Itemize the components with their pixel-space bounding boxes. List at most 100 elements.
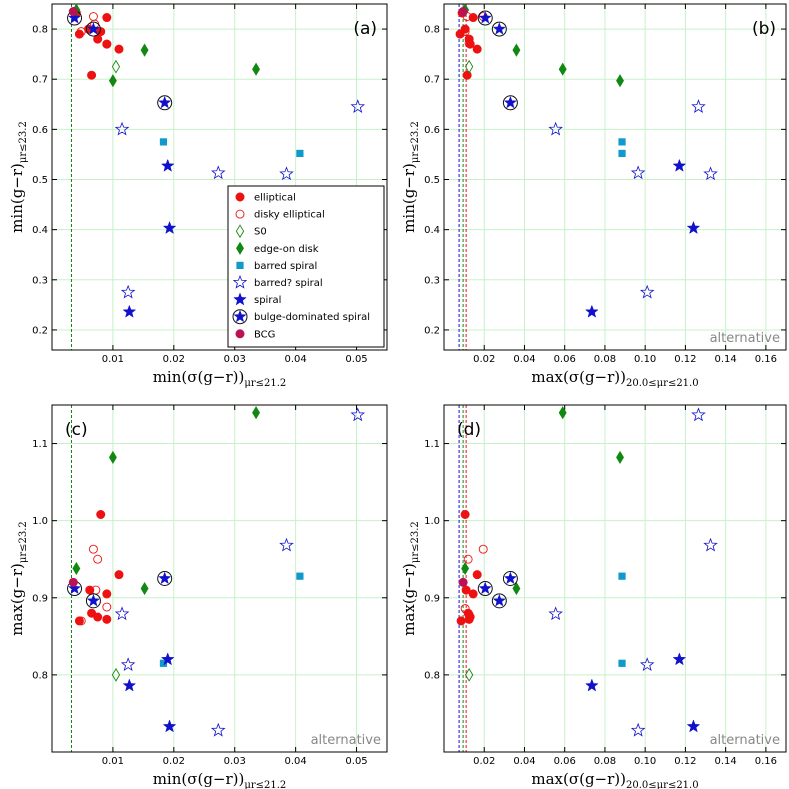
data-point-edge-on-disk: [558, 406, 567, 420]
y-tick-label: 0.3: [424, 275, 440, 286]
panel-label: (d): [457, 420, 481, 440]
y-tick-label: 1.0: [424, 516, 440, 527]
data-point-elliptical: [102, 614, 112, 624]
data-point-barred-spiral: [618, 138, 626, 146]
data-point-disky-elliptical: [460, 27, 470, 37]
legend-label: disky elliptical: [254, 210, 325, 221]
data-point-disky-elliptical: [76, 27, 86, 37]
data-point-spiral: [686, 719, 701, 733]
panel-c: 0.01 0.02 0.03 0.04 0.05 0.8 0.9 1.0 1.1 (c) alter…: [8, 404, 388, 789]
x-tick-label: 0.16: [755, 354, 777, 365]
data-point-elliptical: [74, 29, 84, 39]
data-point-barred-q-spiral: [114, 121, 130, 136]
legend-box: [227, 185, 385, 348]
x-tick-label: 0.04: [513, 354, 535, 365]
legend-label: bulge-dominated spiral: [254, 312, 370, 323]
x-tick-label: 0.14: [715, 756, 737, 767]
data-point-edge-on-disk: [558, 62, 567, 76]
data-point-barred-q-spiral: [279, 166, 294, 181]
y-tick-label: 1.0: [32, 516, 48, 527]
data-point-barred-q-spiral: [548, 121, 563, 136]
data-point-barred-q-spiral: [114, 606, 130, 621]
legend-marker-barred-spiral: [236, 261, 244, 269]
x-tick-label: 0.02: [473, 354, 495, 365]
panel-label: (a): [353, 19, 377, 39]
data-point-bcg: [458, 7, 468, 17]
data-point-elliptical: [102, 13, 112, 23]
legend-marker-barred-q-spiral: [232, 274, 248, 289]
panel-a: 0.01 0.02 0.03 0.04 0.05 0.2 0.3 0.4 0.5 0.6 0.7 0.…: [8, 3, 388, 389]
data-point-spiral: [162, 719, 177, 733]
x-tick-label: 0.02: [473, 756, 495, 767]
legend-label: barred spiral: [254, 261, 317, 272]
data-point-edge-on-disk: [616, 450, 624, 465]
data-point-s0: [465, 668, 474, 682]
y-axis-title: max(g−r)μr≤23.2: [400, 521, 421, 636]
data-point-s0: [111, 668, 121, 682]
data-point-elliptical: [96, 509, 106, 519]
data-point-bcg: [68, 577, 78, 587]
data-point-edge-on-disk: [512, 581, 521, 596]
data-point-barred-q-spiral: [120, 657, 136, 672]
data-point-barred-q-spiral: [691, 407, 706, 422]
y-tick-label: 0.9: [424, 593, 440, 604]
data-point-bulge-dominated-spiral: [157, 571, 173, 586]
data-point-spiral: [672, 158, 687, 172]
legend-label: S0: [254, 227, 267, 238]
x-tick-label: 0.10: [634, 354, 656, 365]
x-tick-label: 0.02: [163, 756, 185, 767]
legend-marker-edge-on-disk: [236, 241, 244, 255]
data-point-elliptical: [85, 585, 95, 595]
data-point-disky-elliptical: [88, 12, 98, 21]
legend-marker-bcg: [235, 329, 245, 339]
data-point-elliptical: [462, 70, 472, 80]
x-tick-label: 0.04: [285, 354, 307, 365]
y-axis-title: max(g−r)μr≤23.2: [8, 521, 29, 636]
y-tick-label: 0.5: [32, 175, 48, 186]
data-point-barred-spiral: [296, 572, 304, 580]
data-point-barred-q-spiral: [703, 166, 718, 181]
y-tick-label: 0.8: [32, 25, 48, 36]
legend-marker-bulge-dominated-spiral: [232, 309, 248, 325]
data-point-edge-on-disk: [140, 581, 149, 596]
data-point-s0: [465, 59, 474, 74]
data-point-barred-q-spiral: [703, 537, 718, 552]
panel-d: 0.02 0.04 0.06 0.08 0.10 0.12 0.14 0.16 0.8 0.9 1.…: [400, 404, 787, 789]
data-point-spiral: [585, 304, 599, 318]
x-axis-title: min(σ(g−r))μr≤21.2: [153, 368, 287, 389]
data-point-bcg: [458, 577, 468, 587]
legend: elliptical disky elliptical S0 edge-on disk…: [227, 185, 385, 348]
data-point-disky-elliptical: [102, 39, 112, 49]
panel-b: 0.02 0.04 0.06 0.08 0.10 0.12 0.14 0.16 0.2 0.3 0.…: [400, 3, 787, 389]
data-point-elliptical: [461, 585, 471, 595]
data-point-elliptical: [472, 570, 482, 580]
data-point-barred-q-spiral: [639, 657, 655, 672]
y-tick-label: 1.1: [424, 439, 440, 450]
data-point-elliptical: [468, 589, 478, 599]
data-point-edge-on-disk: [252, 62, 260, 76]
legend-marker-disky-elliptical: [235, 209, 245, 219]
panel-c-points: [67, 406, 366, 737]
data-point-edge-on-disk: [512, 43, 521, 57]
x-tick-label: 0.05: [345, 756, 367, 767]
x-tick-label: 0.06: [554, 354, 576, 365]
legend-label: BCG: [254, 329, 275, 340]
x-axis-title: max(σ(g−r))20.0≤μr≤21.0: [531, 770, 698, 789]
data-point-elliptical: [93, 612, 103, 622]
data-point-barred-spiral: [296, 149, 304, 158]
data-point-elliptical: [74, 616, 84, 626]
x-tick-label: 0.08: [594, 354, 616, 365]
data-point-spiral: [672, 652, 687, 666]
x-axis-title: min(σ(g−r))μr≤21.2: [153, 770, 287, 789]
legend-label: barred? spiral: [254, 278, 323, 289]
data-point-disky-elliptical: [463, 554, 473, 564]
y-tick-label: 0.9: [32, 593, 48, 604]
alternative-annotation: alternative: [710, 733, 780, 748]
panel-a-frame: [51, 3, 388, 351]
x-tick-label: 0.03: [224, 354, 246, 365]
x-tick-label: 0.16: [755, 756, 777, 767]
legend-marker-elliptical: [235, 192, 245, 202]
data-point-spiral: [122, 678, 137, 692]
data-point-spiral: [160, 652, 175, 666]
data-point-spiral: [160, 158, 175, 172]
